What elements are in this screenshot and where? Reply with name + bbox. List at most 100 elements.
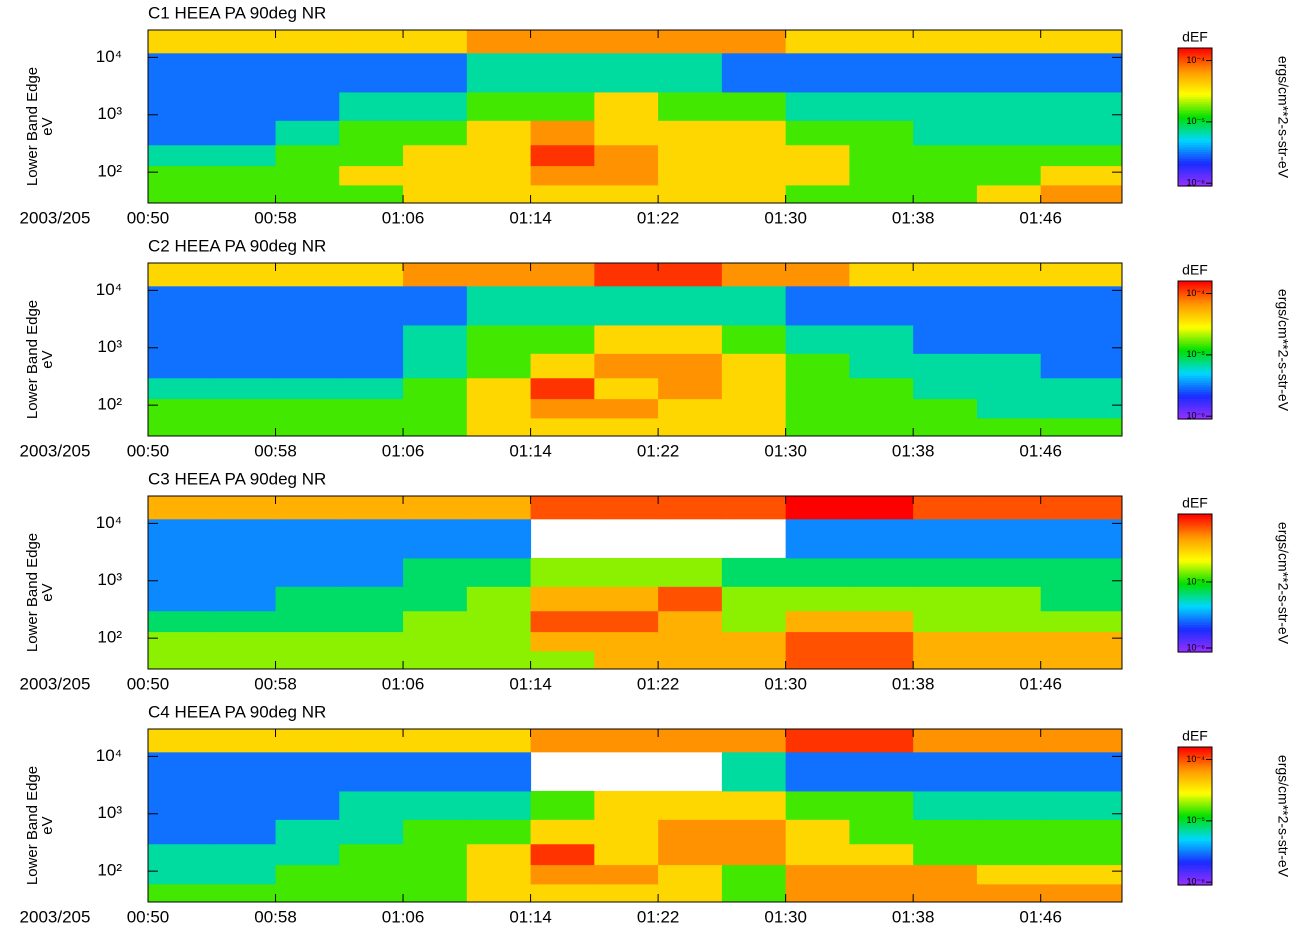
colorbar-step [1178, 130, 1212, 134]
heat-cell [148, 91, 213, 121]
heat-cell [849, 263, 914, 287]
heat-cell [976, 729, 1042, 753]
heat-cell [466, 144, 532, 167]
colorbar-step [1178, 389, 1212, 392]
heat-cell [658, 790, 723, 820]
heat-cell [148, 263, 213, 287]
heat-cell [1040, 729, 1123, 753]
x-tick-label: 00:58 [254, 907, 297, 926]
colorbar-step [1178, 804, 1212, 808]
colorbar-step [1178, 749, 1212, 753]
colorbar-step [1178, 587, 1212, 591]
heat-cell [976, 353, 1042, 379]
heat-cell [594, 631, 659, 652]
heat-cell [721, 120, 787, 146]
heat-cell [466, 285, 532, 326]
colorbar-step [1178, 578, 1212, 582]
x-tick-label: 01:14 [509, 674, 552, 693]
heat-cell [403, 819, 468, 845]
colorbar-step [1178, 137, 1212, 141]
heat-cell [530, 353, 595, 379]
colorbar-step [1178, 183, 1212, 187]
heat-cell [976, 263, 1042, 287]
colorbar-step [1178, 642, 1212, 646]
heat-cell [148, 586, 213, 612]
heat-cell [530, 91, 595, 121]
heat-cell [721, 557, 787, 587]
colorbar-step [1178, 156, 1212, 159]
colorbar-step [1178, 386, 1212, 390]
colorbar-step [1178, 345, 1212, 349]
heat-cell [594, 353, 659, 379]
heat-cell [211, 324, 277, 354]
heat-cell [530, 263, 595, 287]
colorbar-step [1178, 776, 1212, 780]
x-axis-label: 2003/205 [20, 674, 91, 693]
colorbar-step [1178, 820, 1212, 824]
colorbar-step [1178, 409, 1212, 413]
heat-cell [275, 120, 340, 146]
heat-cell [530, 650, 595, 670]
colorbar-step [1178, 105, 1212, 109]
heat-cell [976, 52, 1042, 93]
heat-cell [721, 843, 787, 866]
heat-cell [466, 184, 532, 204]
heat-cell [658, 165, 723, 186]
colorbar-step [1178, 306, 1212, 310]
heat-cell [148, 52, 213, 93]
colorbar-step [1178, 66, 1212, 70]
colorbar-step [1178, 829, 1212, 833]
colorbar-step [1178, 635, 1212, 639]
colorbar-step [1178, 310, 1212, 314]
heat-cell [976, 610, 1042, 633]
heat-cell [594, 843, 659, 866]
colorbar-step [1178, 560, 1212, 563]
colorbar-step [1178, 610, 1212, 614]
heat-cell [148, 843, 213, 866]
heat-cell [658, 557, 723, 587]
heat-cell [594, 417, 659, 437]
heat-cell [466, 751, 532, 792]
colorbar-step [1178, 54, 1212, 58]
heat-cell [403, 263, 468, 287]
y-axis-label: eV [39, 583, 56, 601]
heat-cell [275, 790, 340, 820]
heat-cell [530, 398, 595, 419]
colorbar-frame [1177, 280, 1213, 420]
heat-cell [721, 751, 787, 792]
colorbar-step [1178, 50, 1212, 54]
x-tick-label: 01:30 [764, 208, 807, 227]
heat-cell [403, 417, 468, 437]
heat-cell [403, 184, 468, 204]
heat-cell [403, 285, 468, 326]
heat-cell [466, 496, 532, 520]
heat-cell [913, 263, 978, 287]
heat-cell [148, 610, 213, 633]
colorbar-step [1178, 809, 1212, 812]
x-axis-label: 2003/205 [20, 907, 91, 926]
colorbar-step [1178, 80, 1212, 84]
heat-cell [594, 120, 659, 146]
heat-cell [785, 91, 850, 121]
heat-cell [403, 377, 468, 400]
heat-cell [148, 417, 213, 437]
colorbar-step [1178, 790, 1212, 794]
colorbar-tick-label: 10⁻⁶ [1187, 178, 1206, 188]
heat-cell [466, 353, 532, 379]
heat-cell [658, 353, 723, 379]
heat-cell [148, 631, 213, 652]
colorbar-step [1178, 382, 1212, 386]
x-tick-label: 01:14 [509, 907, 552, 926]
colorbar-tick-label: 10⁻⁶ [1187, 642, 1206, 652]
heat-cell [1040, 30, 1123, 54]
colorbar-step [1178, 179, 1212, 182]
colorbar-step [1178, 859, 1212, 863]
colorbar-step [1178, 167, 1212, 171]
colorbar-step [1178, 818, 1212, 822]
colorbar-step [1178, 756, 1212, 760]
colorbar-step [1178, 557, 1212, 561]
heat-cell [275, 883, 340, 903]
heat-cell [976, 324, 1042, 354]
heat-cell [275, 631, 340, 652]
heat-cell [530, 165, 595, 186]
